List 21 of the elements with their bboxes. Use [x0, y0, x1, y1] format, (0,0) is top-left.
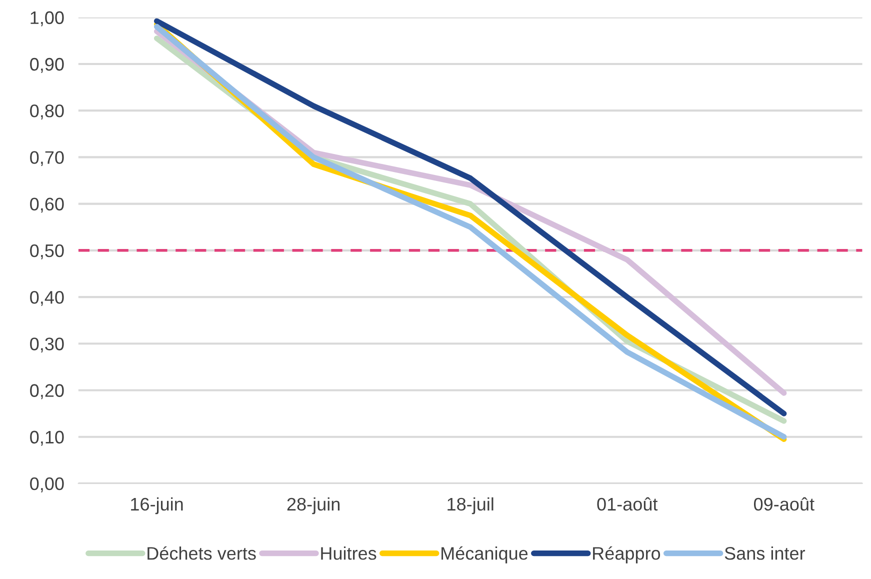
y-tick-label: 0,70 — [30, 151, 64, 166]
y-tick-label: 0,60 — [30, 198, 64, 213]
y-tick-label: 1,00 — [30, 11, 64, 26]
x-tick-label: 09-août — [754, 497, 814, 511]
y-tick-label: 0,50 — [30, 244, 64, 260]
x-tick-label: 28-juin — [287, 497, 340, 514]
y-tick-label: 0,20 — [30, 384, 64, 400]
legend-label: Huitres — [321, 546, 376, 560]
x-tick-label: 18-juil — [448, 497, 494, 514]
x-tick-label: 16-juin — [131, 497, 183, 514]
y-tick-label: 0,00 — [30, 477, 64, 492]
legend-label: Réappro — [593, 546, 660, 564]
x-tick-label: 01-août — [597, 497, 658, 511]
y-tick-label: 0,10 — [30, 430, 64, 446]
y-tick-label: 0,30 — [30, 338, 64, 352]
y-tick-label: 0,80 — [30, 104, 64, 120]
y-tick-label: 0,90 — [30, 58, 64, 73]
y-tick-label: 0,40 — [30, 290, 64, 306]
legend-label: Déchets verts — [148, 546, 256, 560]
legend-label: Sans inter — [724, 546, 806, 560]
legend-label: Mécanique — [442, 546, 528, 564]
